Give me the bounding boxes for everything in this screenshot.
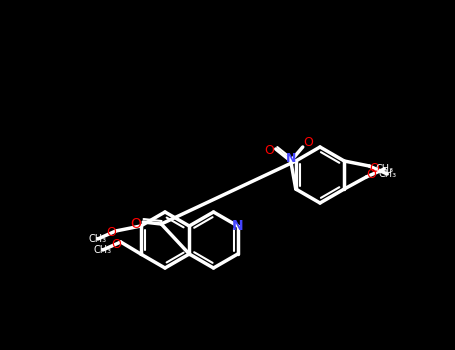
Text: CH₃: CH₃ <box>378 169 396 179</box>
Text: N: N <box>286 153 296 166</box>
Text: O: O <box>369 161 379 175</box>
Text: O: O <box>111 238 121 251</box>
Text: CH₃: CH₃ <box>375 164 393 174</box>
Text: N: N <box>232 219 243 233</box>
Text: O: O <box>366 168 376 182</box>
Text: O: O <box>303 135 313 148</box>
Text: O: O <box>106 226 116 239</box>
Text: O: O <box>130 217 141 231</box>
Text: CH₃: CH₃ <box>89 234 107 244</box>
Text: CH₃: CH₃ <box>94 245 112 255</box>
Text: O: O <box>264 145 274 158</box>
